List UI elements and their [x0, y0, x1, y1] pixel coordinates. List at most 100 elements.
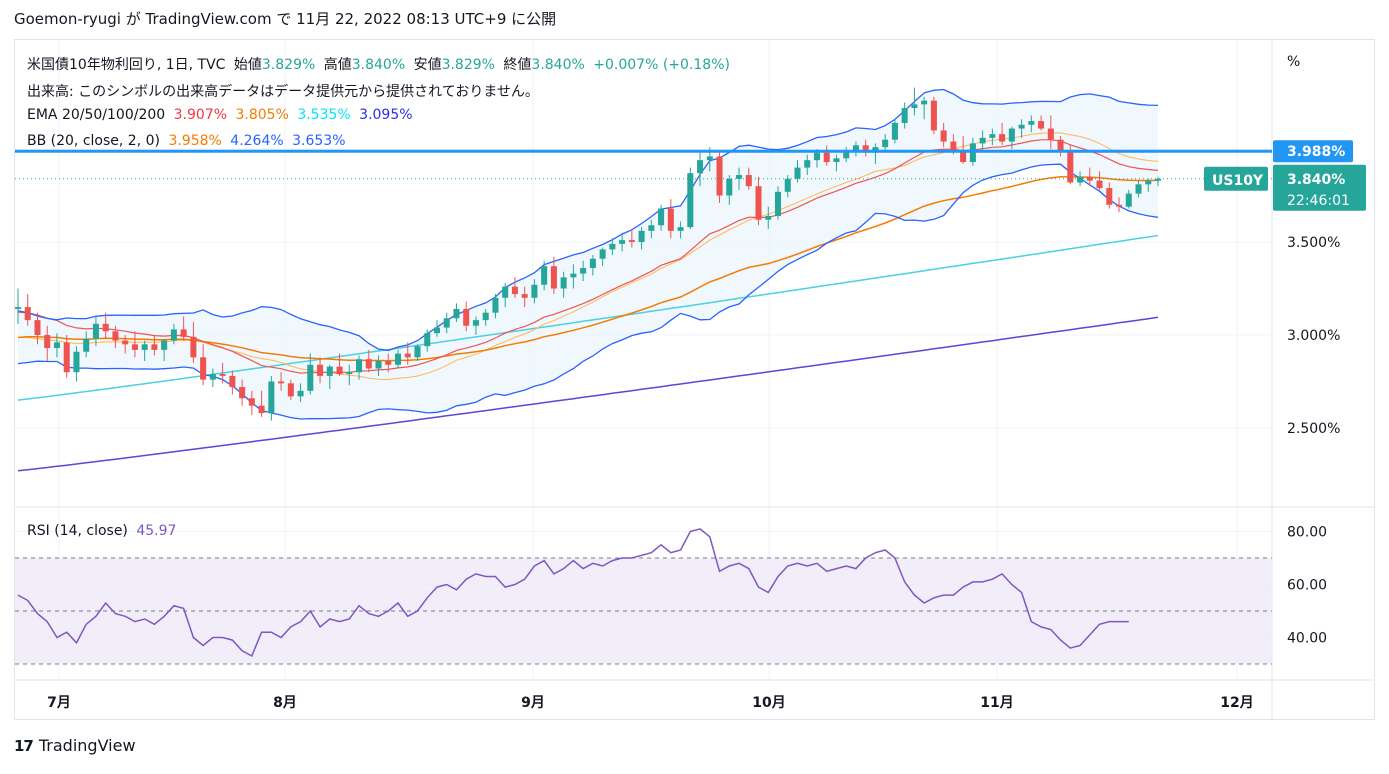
candle-body — [102, 323, 109, 332]
candle-body — [609, 243, 616, 250]
candle-body — [1067, 150, 1074, 183]
candle-body — [492, 297, 499, 313]
publish-header: Goemon-ryugi が TradingView.com で 11月 22,… — [14, 10, 557, 28]
candle-body — [482, 312, 489, 321]
legend-bb-upper: 4.264% — [230, 133, 284, 149]
legend-ema50: 3.805% — [235, 107, 289, 123]
candle-body — [346, 372, 353, 375]
candle-body — [1008, 128, 1015, 142]
candle-body — [745, 175, 752, 187]
candle-body — [930, 100, 937, 131]
candle-body — [1125, 193, 1132, 207]
candle-body — [1018, 124, 1025, 129]
candle-body — [63, 342, 70, 373]
candle-body — [960, 150, 967, 163]
candle-body — [122, 340, 129, 345]
candle-body — [414, 346, 421, 358]
candle-body — [1086, 176, 1093, 181]
legend-symbol-row: 米国債10年物利回り, 1日, TVC 始値3.829% 高値3.840% 安値… — [27, 54, 734, 74]
legend-bb-label: BB (20, close, 2, 0) — [27, 133, 160, 149]
tradingview-logo-icon[interactable]: 17 — [14, 736, 34, 755]
candle-body — [511, 286, 518, 295]
legend-rsi-value: 45.97 — [136, 523, 177, 539]
candle-body — [356, 359, 363, 373]
candle-body — [813, 152, 820, 161]
candle-body — [141, 344, 148, 350]
legend-high-label: 高値 — [323, 57, 352, 73]
candle-body — [443, 318, 450, 328]
candle-body — [73, 351, 80, 373]
candle-body — [404, 353, 411, 358]
candle-body — [394, 353, 402, 365]
time-axis-tick: 11月 — [980, 695, 1013, 711]
candle-body — [1154, 178, 1162, 181]
candle-body — [365, 359, 372, 369]
symbol-tag: US10Y — [1212, 173, 1264, 189]
candle-body — [658, 208, 665, 226]
candle-body — [999, 134, 1006, 142]
legend-ema-row[interactable]: EMA 20/50/100/200 3.907% 3.805% 3.535% 3… — [27, 107, 417, 123]
candle-body — [979, 137, 986, 144]
bollinger-lower-line — [17, 163, 1159, 420]
price-axis-tick: 3.000% — [1287, 328, 1340, 344]
candle-body — [24, 307, 31, 321]
last-price-label-bg — [1273, 164, 1366, 211]
ema200-line — [17, 316, 1159, 472]
candle-body — [765, 215, 772, 220]
legend-close-label: 終値 — [503, 57, 532, 73]
time-axis-tick: 8月 — [273, 695, 297, 711]
candle-body — [200, 357, 207, 380]
candle-body — [209, 374, 216, 380]
candle-body — [599, 249, 606, 259]
legend-symbol[interactable]: 米国債10年物利回り, 1日, TVC — [27, 57, 226, 73]
legend-open-label: 始値 — [233, 57, 262, 73]
candle-body — [83, 338, 90, 352]
candle-body — [297, 390, 304, 397]
candle-body — [804, 160, 811, 168]
time-axis-tick: 7月 — [47, 695, 71, 711]
candle-body — [131, 344, 138, 350]
candle-body — [92, 323, 99, 339]
candle-body — [784, 178, 791, 192]
candle-body — [648, 225, 655, 231]
time-axis-tick: 12月 — [1220, 695, 1253, 711]
candle-body — [1047, 128, 1054, 140]
footer: 17 TradingView — [14, 736, 136, 755]
footer-brand[interactable]: TradingView — [38, 736, 136, 755]
candle-body — [14, 307, 22, 309]
legend-ema-label: EMA 20/50/100/200 — [27, 107, 166, 123]
price-axis-tick: 3.500% — [1287, 235, 1340, 251]
legend-ema20: 3.907% — [173, 107, 228, 123]
candle-body — [852, 145, 859, 151]
candle-body — [472, 320, 479, 326]
candle-body — [463, 308, 470, 326]
candle-body — [638, 230, 645, 242]
legend-close: 3.840% — [531, 57, 585, 73]
candle-body — [794, 167, 801, 179]
candle-body — [755, 186, 762, 220]
candle-body — [823, 152, 830, 163]
bollinger-upper-line — [17, 88, 1159, 352]
candle-body — [687, 173, 694, 228]
candle-body — [1077, 176, 1084, 183]
legend-bb-row[interactable]: BB (20, close, 2, 0) 3.958% 4.264% 3.653… — [27, 133, 350, 149]
candle-body — [862, 145, 869, 153]
candle-body — [307, 364, 314, 391]
candle-body — [336, 366, 343, 375]
candle-body — [921, 100, 928, 105]
legend-rsi-row[interactable]: RSI (14, close) 45.97 — [27, 523, 180, 539]
horizontal-level-label: 3.988% — [1287, 144, 1345, 160]
rsi-axis-tick: 60.00 — [1287, 578, 1327, 594]
candle-body — [161, 340, 168, 350]
candle-body — [911, 104, 918, 109]
candle-body — [1145, 180, 1152, 185]
candle-body — [833, 158, 840, 163]
legend-change: +0.007% (+0.18%) — [593, 57, 730, 73]
candle-body — [112, 331, 119, 341]
candle-body — [677, 227, 684, 231]
candle-body — [570, 273, 577, 278]
candle-body — [453, 308, 460, 319]
candle-body — [219, 374, 226, 376]
legend-open: 3.829% — [261, 57, 316, 73]
